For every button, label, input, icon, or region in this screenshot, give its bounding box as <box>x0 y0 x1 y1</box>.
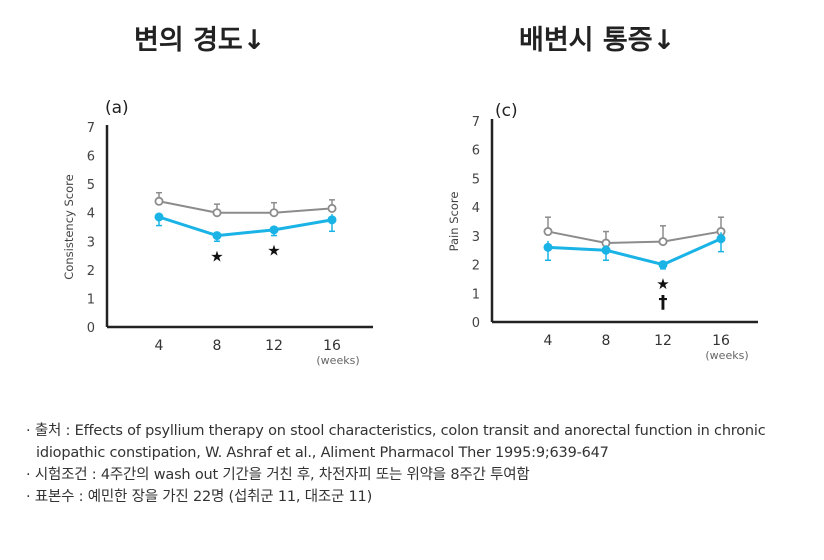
note-sample: · 표본수 : 예민한 장을 가진 22명 (섭취군 11, 대조군 11) <box>26 489 373 505</box>
y-tick-label: 0 <box>472 316 480 331</box>
y-tick-label: 2 <box>472 259 480 274</box>
significance-mark: ★ <box>656 275 669 293</box>
x-axis-label: (weeks) <box>705 349 748 362</box>
x-tick-label: 8 <box>213 338 222 354</box>
y-tick-label: 1 <box>472 287 480 302</box>
y-tick-label: 3 <box>472 230 480 245</box>
data-point-control <box>269 208 279 218</box>
data-point-control <box>658 237 668 247</box>
data-point-psyllium <box>269 225 279 235</box>
y-tick-label: 2 <box>87 264 95 279</box>
significance-mark: † <box>659 292 668 313</box>
data-point-psyllium <box>327 215 337 225</box>
x-tick-label: 12 <box>265 338 283 354</box>
source-notes: · 출처 : Effects of psyllium therapy on st… <box>26 420 766 508</box>
data-point-psyllium <box>716 234 726 244</box>
data-point-control <box>212 208 222 218</box>
y-axis-label: Consistency Score <box>62 174 76 279</box>
series-line-psyllium <box>158 215 333 238</box>
y-tick-label: 0 <box>87 321 95 336</box>
data-point-control <box>543 227 553 237</box>
y-tick-label: 4 <box>87 207 95 222</box>
panel-label: (a) <box>105 98 129 118</box>
x-tick-label: 16 <box>712 333 730 349</box>
chart-title-pain: 배변시 통증↓ <box>519 25 676 56</box>
series-line-control <box>158 200 333 214</box>
y-tick-label: 5 <box>472 172 480 187</box>
data-point-control <box>154 196 164 206</box>
series-line-control <box>547 230 722 245</box>
data-point-psyllium <box>543 242 553 252</box>
series-line-psyllium <box>547 237 722 267</box>
data-point-control <box>327 203 337 213</box>
data-point-psyllium <box>154 212 164 222</box>
data-point-psyllium <box>658 260 668 270</box>
y-axis-label: Pain Score <box>447 192 461 252</box>
x-tick-label: 12 <box>654 333 672 349</box>
data-point-psyllium <box>601 245 611 255</box>
chart-title-consistency: 변의 경도↓ <box>134 25 266 56</box>
y-tick-label: 6 <box>87 150 95 165</box>
y-tick-label: 7 <box>472 115 480 130</box>
y-tick-label: 4 <box>472 201 480 216</box>
note-conditions: · 시험조건 : 4주간의 wash out 기간을 거친 후, 차전자피 또는… <box>26 467 530 483</box>
y-tick-label: 1 <box>87 292 95 307</box>
y-tick-label: 7 <box>87 121 95 136</box>
y-tick-label: 6 <box>472 144 480 159</box>
significance-mark: ★ <box>210 247 223 265</box>
x-axis-label: (weeks) <box>316 354 359 367</box>
x-tick-label: 16 <box>323 338 341 354</box>
note-source: · 출처 : Effects of psyllium therapy on st… <box>26 423 766 439</box>
data-point-psyllium <box>212 231 222 241</box>
note-source-cont: idiopathic constipation, W. Ashraf et al… <box>36 445 609 461</box>
y-tick-label: 5 <box>87 178 95 193</box>
significance-mark: ★ <box>267 242 280 260</box>
x-tick-label: 4 <box>155 338 164 354</box>
x-tick-label: 4 <box>544 333 553 349</box>
panel-label: (c) <box>495 101 518 121</box>
x-tick-label: 8 <box>602 333 611 349</box>
y-tick-label: 3 <box>87 235 95 250</box>
